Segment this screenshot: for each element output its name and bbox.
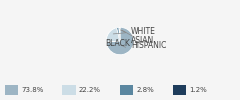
Wedge shape	[106, 28, 120, 42]
Bar	[62, 85, 76, 95]
Bar	[5, 85, 18, 95]
Text: WHITE: WHITE	[113, 27, 156, 36]
Text: 73.8%: 73.8%	[21, 87, 43, 93]
Bar	[173, 85, 186, 95]
Text: ASIAN: ASIAN	[120, 30, 154, 45]
Text: BLACK: BLACK	[106, 39, 131, 48]
Wedge shape	[119, 27, 120, 41]
Text: 1.2%: 1.2%	[189, 87, 207, 93]
Wedge shape	[106, 27, 134, 55]
Text: 22.2%: 22.2%	[79, 87, 101, 93]
Wedge shape	[117, 27, 120, 41]
Bar	[120, 85, 133, 95]
Text: 2.8%: 2.8%	[136, 87, 154, 93]
Text: HISPANIC: HISPANIC	[122, 30, 167, 50]
